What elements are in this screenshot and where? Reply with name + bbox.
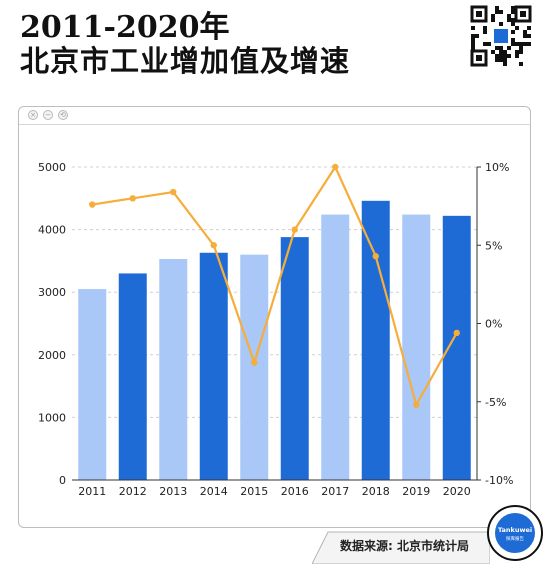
y-right-tick-label: -10% — [485, 474, 513, 487]
bar-2015 — [240, 254, 269, 480]
y-left-tick-label: 0 — [59, 474, 66, 487]
growth-point-2015 — [251, 359, 258, 366]
window-restore-icon[interactable]: ⟲ — [58, 110, 68, 120]
chart-title-line1: 2011-2020年 — [20, 10, 230, 45]
growth-point-2012 — [129, 195, 136, 202]
bar-layer — [78, 200, 471, 481]
growth-point-2017 — [332, 163, 339, 171]
source-tab — [312, 531, 490, 564]
bar-2018 — [361, 200, 390, 480]
growth-point-2011 — [89, 201, 96, 208]
growth-point-2020 — [453, 329, 460, 337]
bar-2019 — [402, 214, 431, 481]
window-title-bar: × − ⟲ — [19, 107, 530, 125]
growth-point-2016 — [291, 226, 298, 233]
label-layer: 0 1000 2000 3000 4000 5000 -10% -5% 0% 5% 10% 2011 2… — [38, 161, 513, 498]
growth-point-2013 — [170, 188, 177, 196]
y-right-tick-label: -5% — [485, 396, 506, 409]
growth-point-2019 — [413, 401, 420, 409]
window-minimize-icon[interactable]: − — [43, 110, 53, 120]
y-left-tick-label: 3000 — [38, 286, 66, 299]
qr-code-icon — [470, 5, 532, 67]
x-tick-label: 2017 — [321, 485, 349, 498]
y-left-tick-label: 1000 — [38, 411, 66, 424]
growth-point-2018 — [372, 253, 379, 260]
x-tick-label: 2012 — [119, 485, 147, 498]
bar-2011 — [78, 289, 107, 480]
x-tick-label: 2018 — [362, 485, 390, 498]
y-left-tick-label: 2000 — [38, 349, 66, 362]
y-left-tick-label: 4000 — [38, 224, 66, 237]
bar-2014 — [199, 252, 228, 480]
x-tick-label: 2020 — [443, 485, 471, 498]
growth-point-2014 — [210, 242, 217, 249]
chart-title-line2: 北京市工业增加值及增速 — [20, 44, 351, 78]
y-right-tick-label: 5% — [485, 239, 502, 252]
y-right-tick-label: 10% — [485, 161, 509, 174]
axis-layer — [72, 166, 481, 481]
badge-text-bottom: 探库报告 — [506, 535, 524, 542]
line-layer — [89, 163, 460, 409]
y-left-tick-label: 5000 — [38, 161, 66, 174]
x-tick-label: 2014 — [200, 485, 228, 498]
bar-2016 — [280, 237, 309, 480]
x-tick-label: 2011 — [78, 485, 106, 498]
data-source: 数据来源: 北京市统计局 — [340, 539, 469, 553]
bar-2017 — [321, 214, 350, 481]
window-close-icon[interactable]: × — [28, 110, 38, 120]
x-tick-label: 2016 — [281, 485, 309, 498]
bar-2020 — [442, 215, 471, 480]
growth-line — [92, 165, 458, 406]
bar-2012 — [118, 273, 147, 480]
badge-text-top: Tankuwei — [498, 526, 532, 534]
brand-badge-icon: Tankuwei 探库报告 — [487, 505, 543, 561]
x-tick-label: 2015 — [240, 485, 268, 498]
bar-2013 — [159, 259, 188, 480]
x-tick-label: 2019 — [402, 485, 430, 498]
y-right-tick-label: 0% — [485, 318, 502, 331]
x-tick-label: 2013 — [159, 485, 187, 498]
